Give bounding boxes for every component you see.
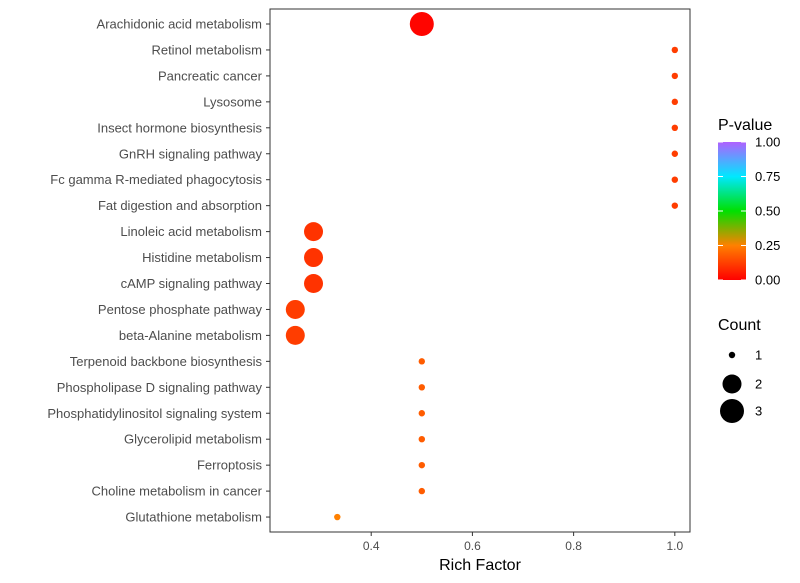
y-tick-label: Glutathione metabolism <box>125 510 262 525</box>
y-tick-label: Histidine metabolism <box>142 250 262 265</box>
count-legend-label: 1 <box>755 348 762 363</box>
p-value-legend-label: 1.00 <box>755 135 780 150</box>
p-value-legend-label: 0.50 <box>755 204 780 219</box>
data-point <box>671 176 679 183</box>
x-axis-title: Rich Factor <box>439 557 521 574</box>
x-tick-label: 0.6 <box>464 539 481 553</box>
data-point <box>418 384 426 391</box>
y-tick-label: Ferroptosis <box>197 458 263 473</box>
count-legend-items: 1 2 3 <box>720 348 762 423</box>
x-tick-label: 1.0 <box>666 539 683 553</box>
data-point <box>671 124 679 131</box>
data-point <box>418 461 426 469</box>
count-legend-dot <box>722 374 742 394</box>
plot-panel <box>269 8 691 533</box>
y-tick-label: Phosphatidylinositol signaling system <box>47 406 262 421</box>
count-legend-dot <box>720 399 744 423</box>
y-tick-label: Pancreatic cancer <box>158 68 263 83</box>
y-tick-label: Fat digestion and absorption <box>98 198 262 213</box>
data-point <box>409 12 434 36</box>
count-legend-label: 2 <box>755 377 762 392</box>
x-tick-label: 0.8 <box>565 539 582 553</box>
y-tick-label: Arachidonic acid metabolism <box>97 17 262 32</box>
y-tick-label: beta-Alanine metabolism <box>119 328 262 343</box>
data-point <box>418 410 426 417</box>
data-point <box>304 248 324 268</box>
y-tick-label: GnRH signaling pathway <box>119 146 263 161</box>
y-tick-label: Retinol metabolism <box>151 42 262 57</box>
data-point <box>671 150 679 157</box>
p-value-legend-label: 0.25 <box>755 238 780 253</box>
y-tick-label: Linoleic acid metabolism <box>120 224 262 239</box>
data-point <box>285 299 305 319</box>
y-tick-label: Phospholipase D signaling pathway <box>57 380 263 395</box>
y-tick-label: Insect hormone biosynthesis <box>97 120 262 135</box>
x-tick-label: 0.4 <box>363 539 380 553</box>
count-legend-dot <box>728 351 736 359</box>
data-point <box>285 325 305 345</box>
x-axis-ticks: 0.4 0.6 0.8 1.0 <box>363 532 683 553</box>
data-point <box>671 46 679 54</box>
data-point <box>304 222 324 242</box>
y-tick-label: Terpenoid backbone biosynthesis <box>70 354 263 369</box>
y-tick-label: Glycerolipid metabolism <box>124 432 262 447</box>
y-axis-ticks: Arachidonic acid metabolism Retinol metab… <box>47 17 270 525</box>
y-tick-label: Choline metabolism in cancer <box>91 484 262 499</box>
data-point <box>418 358 426 365</box>
data-point <box>334 513 341 521</box>
count-legend-label: 3 <box>755 404 762 419</box>
data-point <box>671 72 679 80</box>
count-legend-title: Count <box>718 317 761 334</box>
data-point <box>671 98 679 106</box>
p-value-legend-ticks: 1.00 0.75 0.50 0.25 0.00 <box>718 135 780 288</box>
data-point <box>418 436 426 443</box>
p-value-legend-title: P-value <box>718 117 772 134</box>
y-tick-label: Pentose phosphate pathway <box>98 302 263 317</box>
data-point <box>304 274 324 293</box>
p-value-legend-label: 0.75 <box>755 169 780 184</box>
data-points <box>285 12 679 521</box>
y-tick-label: Fc gamma R-mediated phagocytosis <box>50 172 262 187</box>
data-point <box>418 487 426 495</box>
p-value-legend-label: 0.00 <box>755 273 780 288</box>
data-point <box>671 202 679 209</box>
y-tick-label: cAMP signaling pathway <box>121 276 263 291</box>
y-tick-label: Lysosome <box>203 94 262 109</box>
